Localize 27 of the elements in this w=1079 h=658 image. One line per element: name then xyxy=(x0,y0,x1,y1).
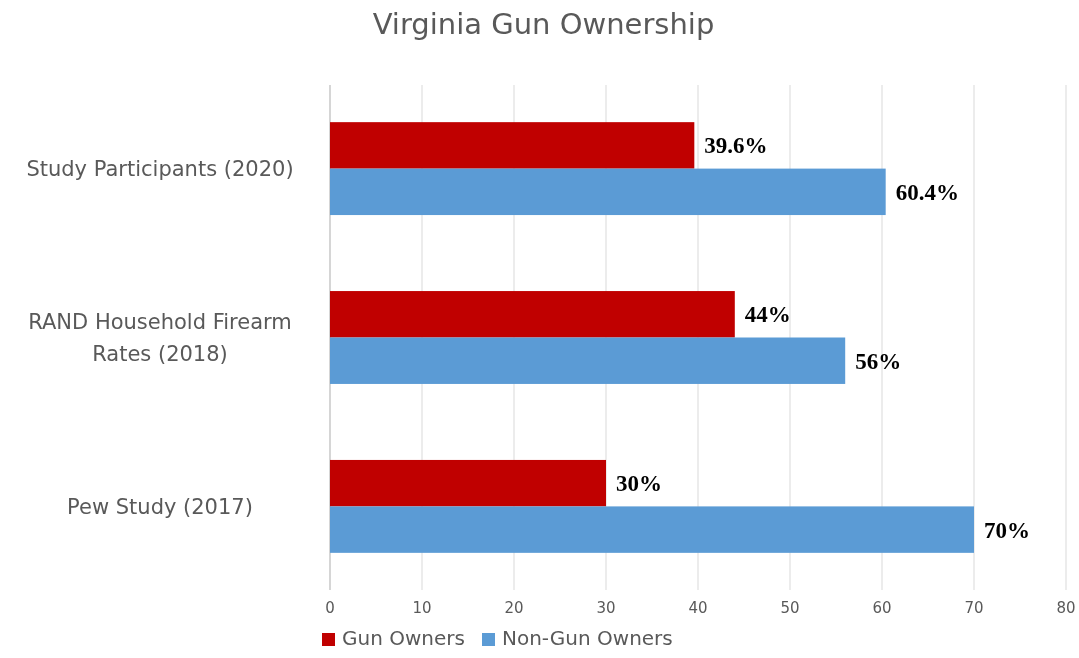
bar xyxy=(330,337,846,384)
chart-title: Virginia Gun Ownership xyxy=(372,7,715,41)
x-tick-label: 50 xyxy=(780,599,800,617)
legend-label: Non-Gun Owners xyxy=(502,626,673,650)
data-label: 39.6% xyxy=(704,133,768,159)
bar xyxy=(330,291,735,338)
x-tick-label: 10 xyxy=(412,599,432,617)
data-label: 30% xyxy=(616,471,662,497)
data-label: 70% xyxy=(984,517,1030,543)
bar xyxy=(330,122,695,169)
x-tick-label: 20 xyxy=(504,599,524,617)
x-tick-label: 60 xyxy=(872,599,892,617)
x-tick-label: 80 xyxy=(1056,599,1076,617)
x-tick-label: 30 xyxy=(596,599,616,617)
bar xyxy=(330,506,974,553)
x-tick-label: 40 xyxy=(688,599,708,617)
bar xyxy=(330,459,606,507)
bar xyxy=(330,168,886,216)
x-tick-label: 0 xyxy=(325,599,335,617)
y-tick-label: Pew Study (2017) xyxy=(67,494,253,519)
data-label: 44% xyxy=(744,302,791,328)
x-tick-label: 70 xyxy=(964,599,984,617)
data-label: 56% xyxy=(855,348,902,374)
y-tick-label: RAND Household Firearm Rates (2018) xyxy=(28,309,292,366)
y-tick-label: Study Participants (2020) xyxy=(26,156,294,181)
data-label: 60.4% xyxy=(895,179,959,205)
legend-label: Gun Owners xyxy=(342,626,465,650)
